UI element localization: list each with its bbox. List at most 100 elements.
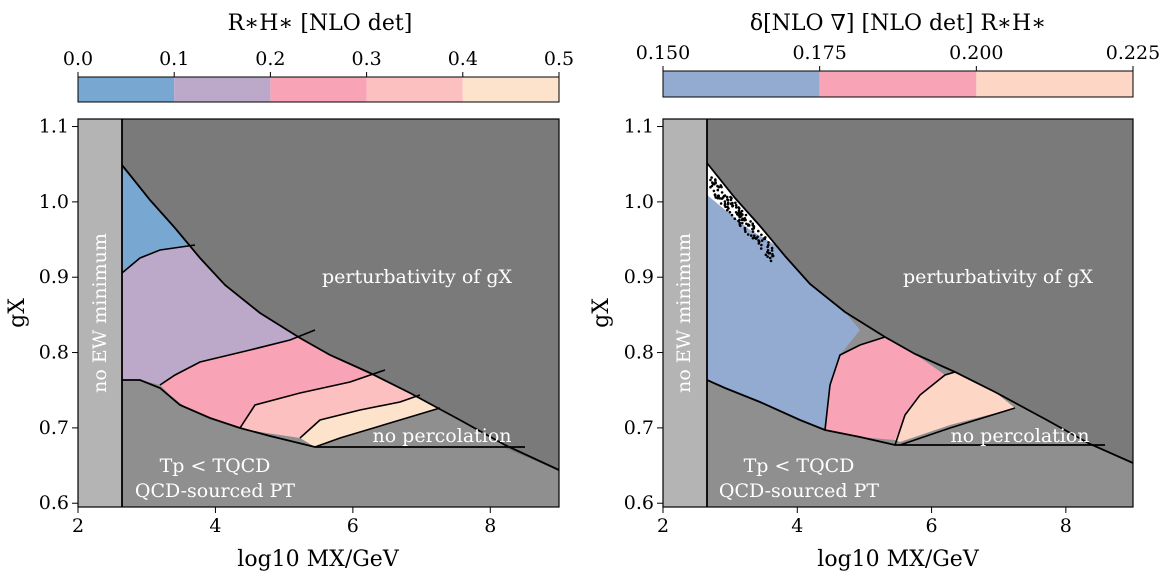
speckle-point — [757, 229, 760, 233]
left-colorbar-bin-1 — [174, 77, 271, 102]
speckle-point — [757, 242, 761, 245]
speckle-point — [738, 215, 741, 219]
speckle-point — [750, 234, 753, 237]
speckle-point — [726, 198, 730, 202]
speckle-point — [771, 252, 774, 256]
right-x-tick-label: 8 — [1060, 515, 1072, 537]
speckle-point — [752, 225, 756, 229]
speckle-point — [737, 209, 741, 212]
left-x-axis-label: log10 MX/GeV — [237, 547, 400, 572]
speckle-point — [717, 185, 721, 189]
speckle-point — [711, 181, 714, 184]
speckle-point — [712, 189, 716, 193]
speckle-point — [740, 212, 743, 216]
right-qcd-boundary — [706, 379, 1105, 446]
speckle-point — [719, 184, 722, 187]
speckle-point — [734, 211, 738, 214]
right-panel: 0.150 0.175 0.200 0.225 δ[NLO ∇] [NLO det] … — [589, 11, 1160, 572]
speckle-point — [737, 211, 740, 215]
speckle-point — [744, 213, 748, 217]
right-contour-0.175 — [824, 336, 886, 431]
left-label-qcd-sourced: QCD-sourced PT — [135, 480, 296, 502]
left-x-tick-label: 6 — [347, 515, 359, 537]
right-contour-0.225 — [899, 407, 1016, 446]
speckle-point — [770, 249, 774, 252]
right-colorbar-bin-0 — [663, 71, 820, 97]
left-colorbar-tick-label: 0.1 — [159, 48, 189, 70]
left-colorbar-tick-label: 0.2 — [255, 48, 285, 70]
speckle-point — [759, 247, 763, 250]
speckle-point — [760, 239, 764, 242]
right-plot-frame — [662, 118, 1134, 508]
right-axes: 2 4 6 8 0.6 0.7 0.8 0.9 1.0 1.1 — [624, 116, 1072, 537]
speckle-point — [710, 184, 714, 188]
speckle-point — [730, 202, 733, 206]
right-y-tick-label: 1.1 — [624, 116, 654, 138]
left-region-bin0 — [122, 168, 195, 273]
right-region-bin1 — [825, 337, 945, 440]
speckle-point — [714, 179, 717, 182]
speckle-point — [720, 197, 724, 200]
left-plot-regions — [78, 119, 559, 507]
right-perturbativity-band — [707, 119, 1133, 463]
left-contour-0.2 — [159, 329, 316, 386]
right-y-tick-label: 1.0 — [624, 191, 654, 213]
speckle-point — [768, 251, 772, 255]
left-colorbar-tick-label: 0.4 — [448, 48, 478, 70]
left-no-ew-region — [78, 119, 122, 507]
right-region-bin0 — [707, 195, 860, 430]
speckle-point — [751, 227, 754, 231]
speckle-point — [735, 206, 738, 209]
speckle-point — [764, 236, 767, 239]
left-colorbar-bin-2 — [270, 77, 367, 102]
left-region-bin3 — [240, 370, 420, 438]
left-colorbar-tick-label: 0.5 — [544, 48, 574, 70]
right-x-tick-label: 6 — [926, 515, 938, 537]
left-label-tp: Tp < TQCD — [160, 455, 271, 477]
speckle-point — [766, 249, 770, 252]
right-contour-0.200 — [894, 371, 956, 446]
speckle-point — [741, 221, 744, 225]
left-no-percolation-region — [315, 408, 525, 447]
left-colorbar-label: R∗H∗ [NLO det] — [228, 11, 413, 36]
speckle-point — [725, 195, 729, 199]
right-y-tick-label: 0.9 — [624, 266, 654, 288]
left-y-tick-label: 0.8 — [39, 342, 69, 364]
speckle-point — [734, 203, 738, 207]
speckle-point — [749, 220, 752, 223]
right-colorbar-tick-label: 0.225 — [1106, 42, 1160, 64]
right-label-tp: Tp < TQCD — [744, 455, 855, 477]
speckle-point — [760, 243, 763, 247]
left-x-tick-label: 4 — [209, 515, 221, 537]
left-colorbar-bin-4 — [462, 77, 559, 102]
right-label-no-percolation: no percolation — [950, 425, 1089, 447]
speckle-point — [730, 213, 734, 217]
left-y-tick-label: 0.6 — [39, 492, 69, 514]
speckle-point — [760, 233, 763, 237]
right-x-tick-label: 4 — [791, 515, 803, 537]
right-x-axis-label: log10 MX/GeV — [817, 547, 980, 572]
right-label-no-ew: no EW minimum — [673, 233, 695, 393]
right-colorbar: 0.150 0.175 0.200 0.225 — [636, 42, 1160, 98]
speckle-point — [746, 233, 750, 236]
speckle-point — [710, 176, 713, 179]
speckle-point — [738, 218, 741, 222]
right-colorbar-tick-label: 0.200 — [949, 42, 1003, 64]
left-x-tick-label: 2 — [72, 515, 84, 537]
speckle-point — [716, 196, 720, 200]
speckle-point — [739, 224, 742, 228]
speckle-point — [728, 210, 732, 214]
speckle-point — [733, 217, 737, 220]
right-label-qcd-sourced: QCD-sourced PT — [719, 480, 880, 502]
left-colorbar-tick-label: 0.3 — [351, 48, 381, 70]
left-colorbar-bin-0 — [78, 77, 175, 102]
speckle-point — [723, 200, 727, 203]
left-qcd-boundary — [122, 379, 525, 448]
speckle-point — [764, 253, 768, 257]
speckle-point — [737, 206, 740, 209]
right-no-percolation-region — [900, 408, 1105, 445]
speckle-point — [740, 209, 744, 213]
right-colorbar-bin-2 — [976, 71, 1133, 97]
left-y-tick-label: 1.0 — [39, 191, 69, 213]
left-label-no-ew: no EW minimum — [89, 233, 111, 393]
